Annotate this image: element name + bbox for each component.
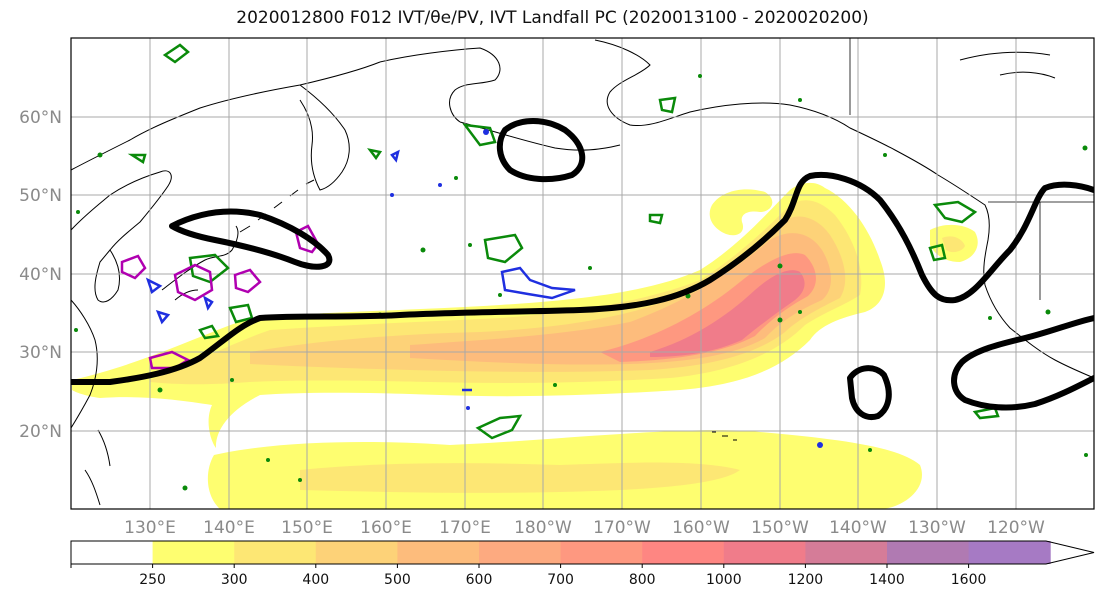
- lon-label: 130°W: [908, 518, 966, 538]
- pv-contours-green: [127, 43, 1000, 440]
- lon-label: 170°W: [593, 518, 651, 538]
- lon-label: 140°E: [203, 518, 255, 538]
- lat-label: 50°N: [19, 186, 62, 206]
- lon-label: 160°E: [360, 518, 412, 538]
- pv-dots-green: [74, 74, 1088, 491]
- colorbar-tick-label: 1000: [706, 572, 742, 588]
- lon-label: 170°E: [439, 518, 491, 538]
- pv-contours-magenta: [120, 224, 320, 370]
- pv-dots-blue: [390, 129, 823, 448]
- lon-label: 150°E: [281, 518, 333, 538]
- lon-label: 160°W: [672, 518, 730, 538]
- lat-label: 30°N: [19, 343, 62, 363]
- graticule: [71, 38, 1094, 509]
- colorbar-tick-label: 1600: [951, 572, 987, 588]
- map-panel: [70, 37, 1095, 510]
- chart-title: 2020012800 F012 IVT/θe/PV, IVT Landfall …: [236, 8, 869, 28]
- colorbar-swatch: [642, 541, 725, 564]
- colorbar-outline: [70, 540, 1095, 565]
- colorbar-tick-label: 800: [629, 572, 656, 588]
- ivt-coast-patch-2: [942, 236, 965, 253]
- colorbar-swatch: [397, 541, 480, 564]
- ivt-curl: [709, 189, 773, 236]
- map-frame: [70, 37, 1095, 510]
- colorbar-tick-label: 700: [547, 572, 574, 588]
- colorbar-swatch: [805, 541, 888, 564]
- colorbar-tick-label: 1400: [869, 572, 905, 588]
- ivt-ar-6: [650, 270, 805, 357]
- lon-labels: 130°E 140°E 150°E 160°E 170°E 180°W 170°…: [124, 518, 1045, 538]
- lat-label: 40°N: [19, 265, 62, 285]
- colorbar: 250 300 400 500 600 700 800 1000 1200 1400 1600: [70, 540, 1105, 588]
- colorbar-swatch: [71, 541, 154, 564]
- colorbar-swatch: [968, 541, 1051, 564]
- borders: [849, 38, 1094, 300]
- lat-labels: 20°N 30°N 40°N 50°N 60°N: [19, 108, 62, 442]
- colorbar-swatch: [887, 541, 970, 564]
- colorbar-swatch: [152, 541, 235, 564]
- ivt-ar-outer: [72, 182, 885, 448]
- colorbar-tick-label: 600: [466, 572, 493, 588]
- lat-label: 60°N: [19, 108, 62, 128]
- lon-label: 150°W: [751, 518, 809, 538]
- lon-label: 180°W: [514, 518, 572, 538]
- colorbar-tick-label: 400: [302, 572, 329, 588]
- colorbar-swatch: [723, 541, 806, 564]
- colorbar-tick-label: 300: [221, 572, 248, 588]
- colorbar-swatch: [315, 541, 398, 564]
- colorbar-tick-label: 1200: [788, 572, 824, 588]
- lon-label: 140°W: [829, 518, 887, 538]
- lon-label: 120°W: [987, 518, 1045, 538]
- colorbar-swatch: [479, 541, 562, 564]
- lat-label: 20°N: [19, 422, 62, 442]
- lon-label: 130°E: [124, 518, 176, 538]
- landfall-pc-contours: [71, 118, 1094, 420]
- pv-contours-blue: [145, 149, 576, 392]
- colorbar-tick-label: 500: [384, 572, 411, 588]
- colorbar-swatch: [560, 541, 643, 564]
- ivt-band-south-inner: [300, 462, 740, 493]
- colorbar-swatch: [234, 541, 317, 564]
- colorbar-tick-label: 250: [139, 572, 166, 588]
- ivt-ar-5: [600, 253, 816, 362]
